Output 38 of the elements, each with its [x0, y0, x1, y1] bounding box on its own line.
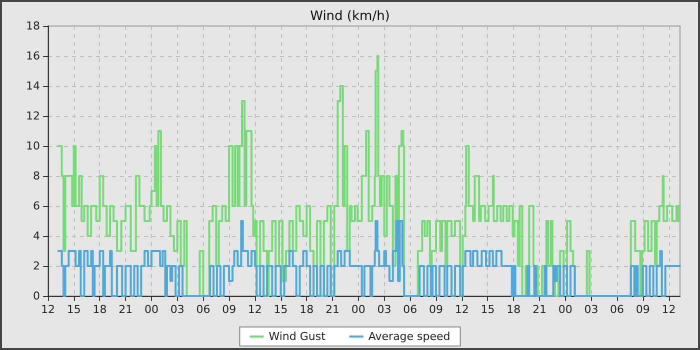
x-tick-label: 09 [636, 303, 650, 316]
x-tick-label: 00 [558, 303, 572, 316]
x-tick-label: 00 [144, 303, 158, 316]
x-tick-label: 03 [377, 303, 392, 316]
x-tick-label: 03 [584, 303, 598, 316]
x-tick-label: 21 [326, 303, 340, 316]
x-tick-label: 15 [480, 303, 495, 316]
x-tick-label: 03 [170, 303, 184, 316]
x-tick-label: 00 [351, 303, 366, 316]
x-tick-label: 12 [248, 303, 262, 316]
chart-title: Wind (km/h) [310, 9, 390, 24]
y-tick-label: 14 [26, 80, 40, 92]
x-tick-label: 18 [92, 303, 107, 316]
y-tick-label: 8 [33, 170, 40, 182]
legend-label: Average speed [368, 330, 450, 343]
x-tick-label: 12 [662, 303, 676, 316]
x-tick-label: 18 [300, 303, 314, 316]
y-tick-label: 2 [33, 260, 40, 272]
x-tick-label: 15 [274, 303, 288, 316]
x-tick-label: 15 [66, 303, 81, 316]
y-tick-label: 4 [33, 230, 40, 242]
y-tick-label: 0 [33, 290, 40, 302]
x-tick-label: 12 [454, 303, 469, 316]
x-tick-label: 18 [506, 303, 521, 316]
x-tick-label: 09 [222, 303, 236, 316]
legend-label: Wind Gust [268, 330, 326, 343]
x-tick-label: 06 [403, 303, 418, 316]
x-tick-label: 21 [532, 303, 546, 316]
x-tick-label: 12 [41, 303, 55, 316]
x-tick-label: 09 [428, 303, 443, 316]
y-tick-label: 12 [26, 110, 40, 122]
y-tick-label: 10 [26, 140, 40, 152]
x-tick-label: 06 [196, 303, 210, 316]
x-tick-label: 21 [118, 303, 133, 316]
y-tick-label: 18 [26, 20, 40, 32]
y-tick-label: 16 [26, 50, 40, 62]
x-tick-label: 06 [610, 303, 624, 316]
y-tick-label: 6 [33, 200, 40, 212]
